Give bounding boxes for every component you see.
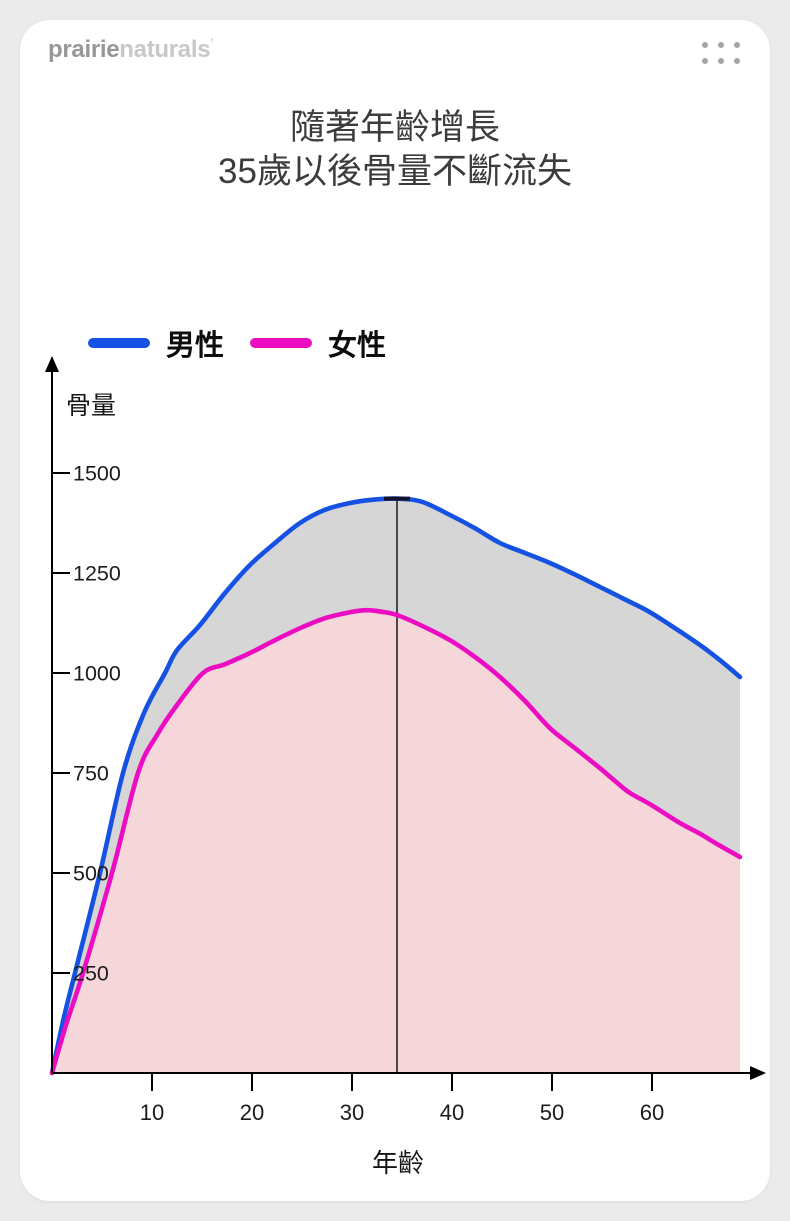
y-tick-label: 1000: [73, 662, 121, 686]
chart-title-line1: 隨著年齡增長: [289, 108, 500, 147]
y-tick-label: 1250: [73, 562, 121, 586]
y-axis-arrow-icon: [45, 356, 59, 372]
female-curve: [49, 607, 743, 1076]
legend: 男性 女性: [88, 322, 386, 364]
legend-label-male: 男性: [166, 330, 225, 362]
menu-dot: [702, 42, 708, 48]
legend-item-female: 女性: [250, 322, 386, 364]
x-axis-arrow-icon: [750, 1066, 766, 1080]
x-tick-label: 30: [340, 1100, 364, 1125]
y-tick-label: 750: [73, 762, 109, 786]
male-curve: [49, 496, 743, 1076]
menu-dot: [702, 58, 708, 64]
x-tick-label: 50: [540, 1100, 564, 1125]
content-card: prairienaturals' 隨著年齡增長 35歲以後骨量不斷流失 男性 女…: [20, 20, 770, 1201]
menu-dot: [734, 42, 740, 48]
area-between-series: [52, 498, 740, 1074]
y-axis-title: 骨量: [66, 392, 116, 420]
brand-logo: prairienaturals': [48, 36, 213, 64]
x-tick-label: 10: [140, 1100, 164, 1125]
legend-item-male: 男性: [88, 322, 224, 364]
x-tick-label: 40: [440, 1100, 464, 1125]
brand-logo-part2: naturals: [119, 36, 211, 63]
area-under-female: [52, 610, 740, 1073]
menu-dot: [734, 58, 740, 64]
grid-menu-icon[interactable]: [702, 42, 740, 64]
x-axis-title: 年齡: [372, 1148, 424, 1178]
chart-title: 隨著年齡增長 35歲以後骨量不斷流失: [20, 106, 770, 194]
menu-dot: [718, 58, 724, 64]
y-tick-label: 1500: [73, 462, 121, 486]
female-line-swatch-icon: [250, 338, 313, 348]
brand-logo-trademark: ': [210, 36, 213, 50]
y-tick-label: 500: [73, 862, 109, 886]
chart-title-line2: 35歲以後骨量不斷流失: [218, 152, 572, 191]
y-tick-label: 250: [73, 962, 109, 986]
x-tick-label: 20: [240, 1100, 264, 1125]
legend-label-female: 女性: [328, 330, 387, 362]
menu-dot: [718, 42, 724, 48]
brand-logo-part1: prairie: [48, 36, 120, 63]
x-tick-label: 60: [640, 1100, 664, 1125]
male-line-swatch-icon: [88, 338, 150, 348]
